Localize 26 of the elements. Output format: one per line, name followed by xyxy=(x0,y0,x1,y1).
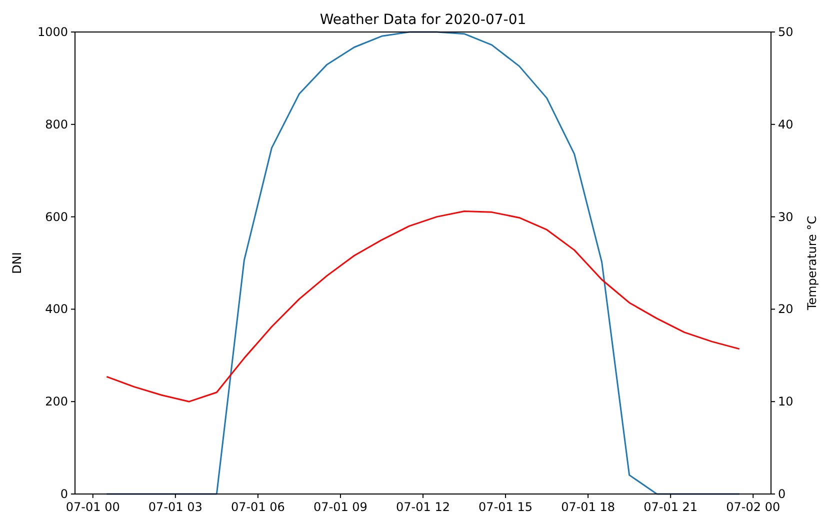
y2-tick-label: 50 xyxy=(778,25,794,39)
y2-axis-title: Temperature °C xyxy=(805,216,819,312)
line-series xyxy=(106,210,740,402)
x-tick-label: 07-01 09 xyxy=(313,500,368,514)
x-tick-label: 07-02 00 xyxy=(726,500,780,514)
line-series xyxy=(106,31,740,495)
y2-tick-label: 40 xyxy=(778,117,794,132)
y-tick-label: 400 xyxy=(45,302,68,316)
y-axis-title: DNI xyxy=(10,252,24,274)
y2-tick-label: 0 xyxy=(778,487,786,501)
x-tick-label: 07-01 15 xyxy=(478,500,533,514)
y2-tick-label: 10 xyxy=(778,394,794,409)
y-tick-label: 600 xyxy=(45,210,68,224)
y2-tick-label: 20 xyxy=(778,302,794,316)
y-tick-label: 0 xyxy=(60,487,68,501)
y-tick-label: 1000 xyxy=(37,25,68,39)
x-tick-label: 07-01 00 xyxy=(66,500,120,514)
y-tick-label: 200 xyxy=(45,394,68,409)
chart-title: Weather Data for 2020-07-01 xyxy=(320,12,526,28)
x-tick-label: 07-01 06 xyxy=(230,500,285,514)
x-tick-label: 07-01 18 xyxy=(561,500,616,514)
x-tick-label: 07-01 21 xyxy=(644,500,698,514)
y2-tick-label: 30 xyxy=(778,210,794,224)
y-tick-label: 800 xyxy=(45,117,68,132)
x-tick-label: 07-01 12 xyxy=(396,500,450,514)
x-tick-label: 07-01 03 xyxy=(148,500,202,514)
